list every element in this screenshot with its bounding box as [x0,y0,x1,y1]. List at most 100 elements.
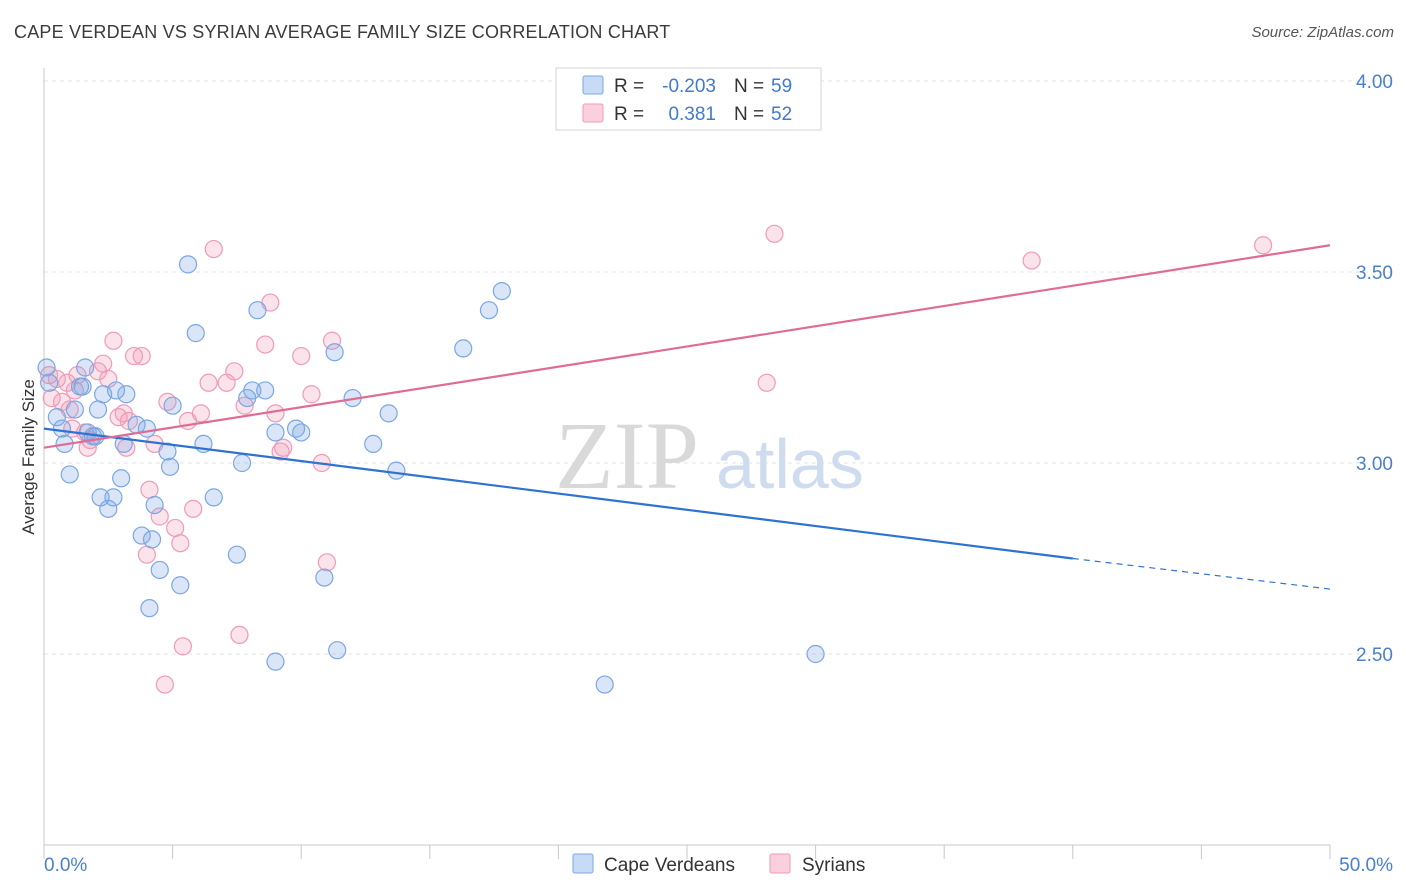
legend-r-label: R = [614,76,644,97]
legend-swatch-syrians [769,853,791,874]
cape-verdean-point [150,560,169,580]
syrian-point [317,553,337,572]
cape-verdean-point [454,339,473,358]
cape-verdeans-points [37,255,825,694]
cape-verdean-point [204,488,223,507]
cape-verdean-point [186,324,205,343]
cape-verdean-point [137,419,156,438]
cape-verdeans-trend-line [43,427,1073,560]
cape-verdean-point [292,423,311,442]
cape-verdean-point [266,423,285,442]
cape-verdean-point [132,526,151,545]
syrian-point [140,480,159,499]
cape-verdean-point [37,358,56,377]
syrian-point [191,404,210,423]
syrian-point [199,373,218,392]
cape-verdean-point [40,373,59,392]
syrian-point [68,366,87,385]
cape-verdean-point [379,404,398,423]
x-tick-label: 50.0% [1339,855,1393,876]
syrian-point [184,499,203,518]
x-tick-labels: 0.0% 50.0% [44,855,1393,876]
source-credit: Source: ZipAtlas.com [1251,24,1394,41]
syrian-point [137,545,156,564]
cape-verdean-point [117,385,136,404]
y-tick-label: 3.00 [1356,454,1393,475]
cape-verdean-point [52,419,72,438]
x-axis-ticks [43,845,1331,859]
syrian-point [765,224,784,243]
syrian-point [124,346,144,366]
syrians-trend-line [43,244,1331,449]
chart-title: CAPE VERDEAN VS SYRIAN AVERAGE FAMILY SI… [14,22,671,42]
watermark-atlas: atlas [716,425,864,503]
cape-verdean-point [60,465,79,484]
legend-r-value: 0.381 [668,104,716,125]
cape-verdean-point [99,499,118,518]
cape-verdean-point [806,644,825,664]
legend-swatch-cape-verdeans [572,853,594,874]
cape-verdean-point [315,568,334,587]
syrian-point [150,507,169,526]
syrian-point [292,346,311,366]
cape-verdean-point [325,343,344,362]
legend-n-label: N = [734,76,764,97]
syrian-point [204,239,223,259]
cape-verdean-point [140,599,159,618]
syrian-point [266,404,285,423]
syrian-point [104,331,123,350]
syrian-point [155,675,174,694]
cape-verdean-point [160,457,180,476]
cape-verdean-point [227,545,246,564]
cape-verdean-point [145,495,164,515]
legend-label-cape-verdeans: Cape Verdeans [604,855,735,876]
y-tick-label: 4.00 [1356,72,1393,93]
syrian-point [171,534,190,553]
syrian-point [1254,236,1273,255]
syrian-point [302,385,321,404]
grid-lines [44,80,1392,655]
cape-verdean-point [104,488,123,507]
syrian-point [173,637,192,656]
syrian-point [757,373,776,392]
cape-verdean-point [492,282,511,301]
cape-verdean-point [106,381,126,400]
legend-r-label: R = [614,104,644,125]
cape-verdean-point [266,652,285,671]
cape-verdean-point [479,301,499,320]
cape-verdean-point [142,530,162,549]
watermark-zip: ZIP [555,402,699,509]
cape-verdean-point [595,675,614,694]
syrian-point [322,331,342,350]
cape-verdean-point [364,434,383,453]
syrian-point [256,335,275,354]
cape-verdean-point [178,255,198,274]
y-tick-labels: 2.50 3.00 3.50 4.00 [1356,72,1393,666]
cape-verdean-point [387,461,406,480]
syrian-point [42,388,61,408]
syrian-point [166,518,185,538]
legend-swatch-cape-verdeans [582,75,604,95]
cape-verdean-point [243,381,262,400]
syrian-point [225,362,244,381]
syrian-point [1022,251,1041,270]
y-axis-title: Average Family Size [19,379,38,535]
y-tick-label: 3.50 [1356,263,1393,284]
cape-verdean-point [112,469,131,488]
legend-swatch-syrians [582,103,604,123]
syrian-point [94,354,113,373]
cape-verdean-point [171,576,190,595]
x-tick-label: 0.0% [44,855,87,876]
cape-verdean-point [65,400,84,419]
legend-label-syrians: Syrians [802,855,865,876]
cape-verdean-point [328,641,347,660]
cape-verdean-point [88,400,108,419]
stats-legend: R = -0.203 N = 59 R = 0.381 N = 52 [555,67,822,131]
cape-verdean-point [248,301,267,320]
legend-n-value: 52 [771,104,792,125]
trend-lines [43,244,1331,590]
legend-r-value: -0.203 [662,76,716,97]
syrian-point [274,438,293,457]
cape-verdean-point [256,381,275,400]
